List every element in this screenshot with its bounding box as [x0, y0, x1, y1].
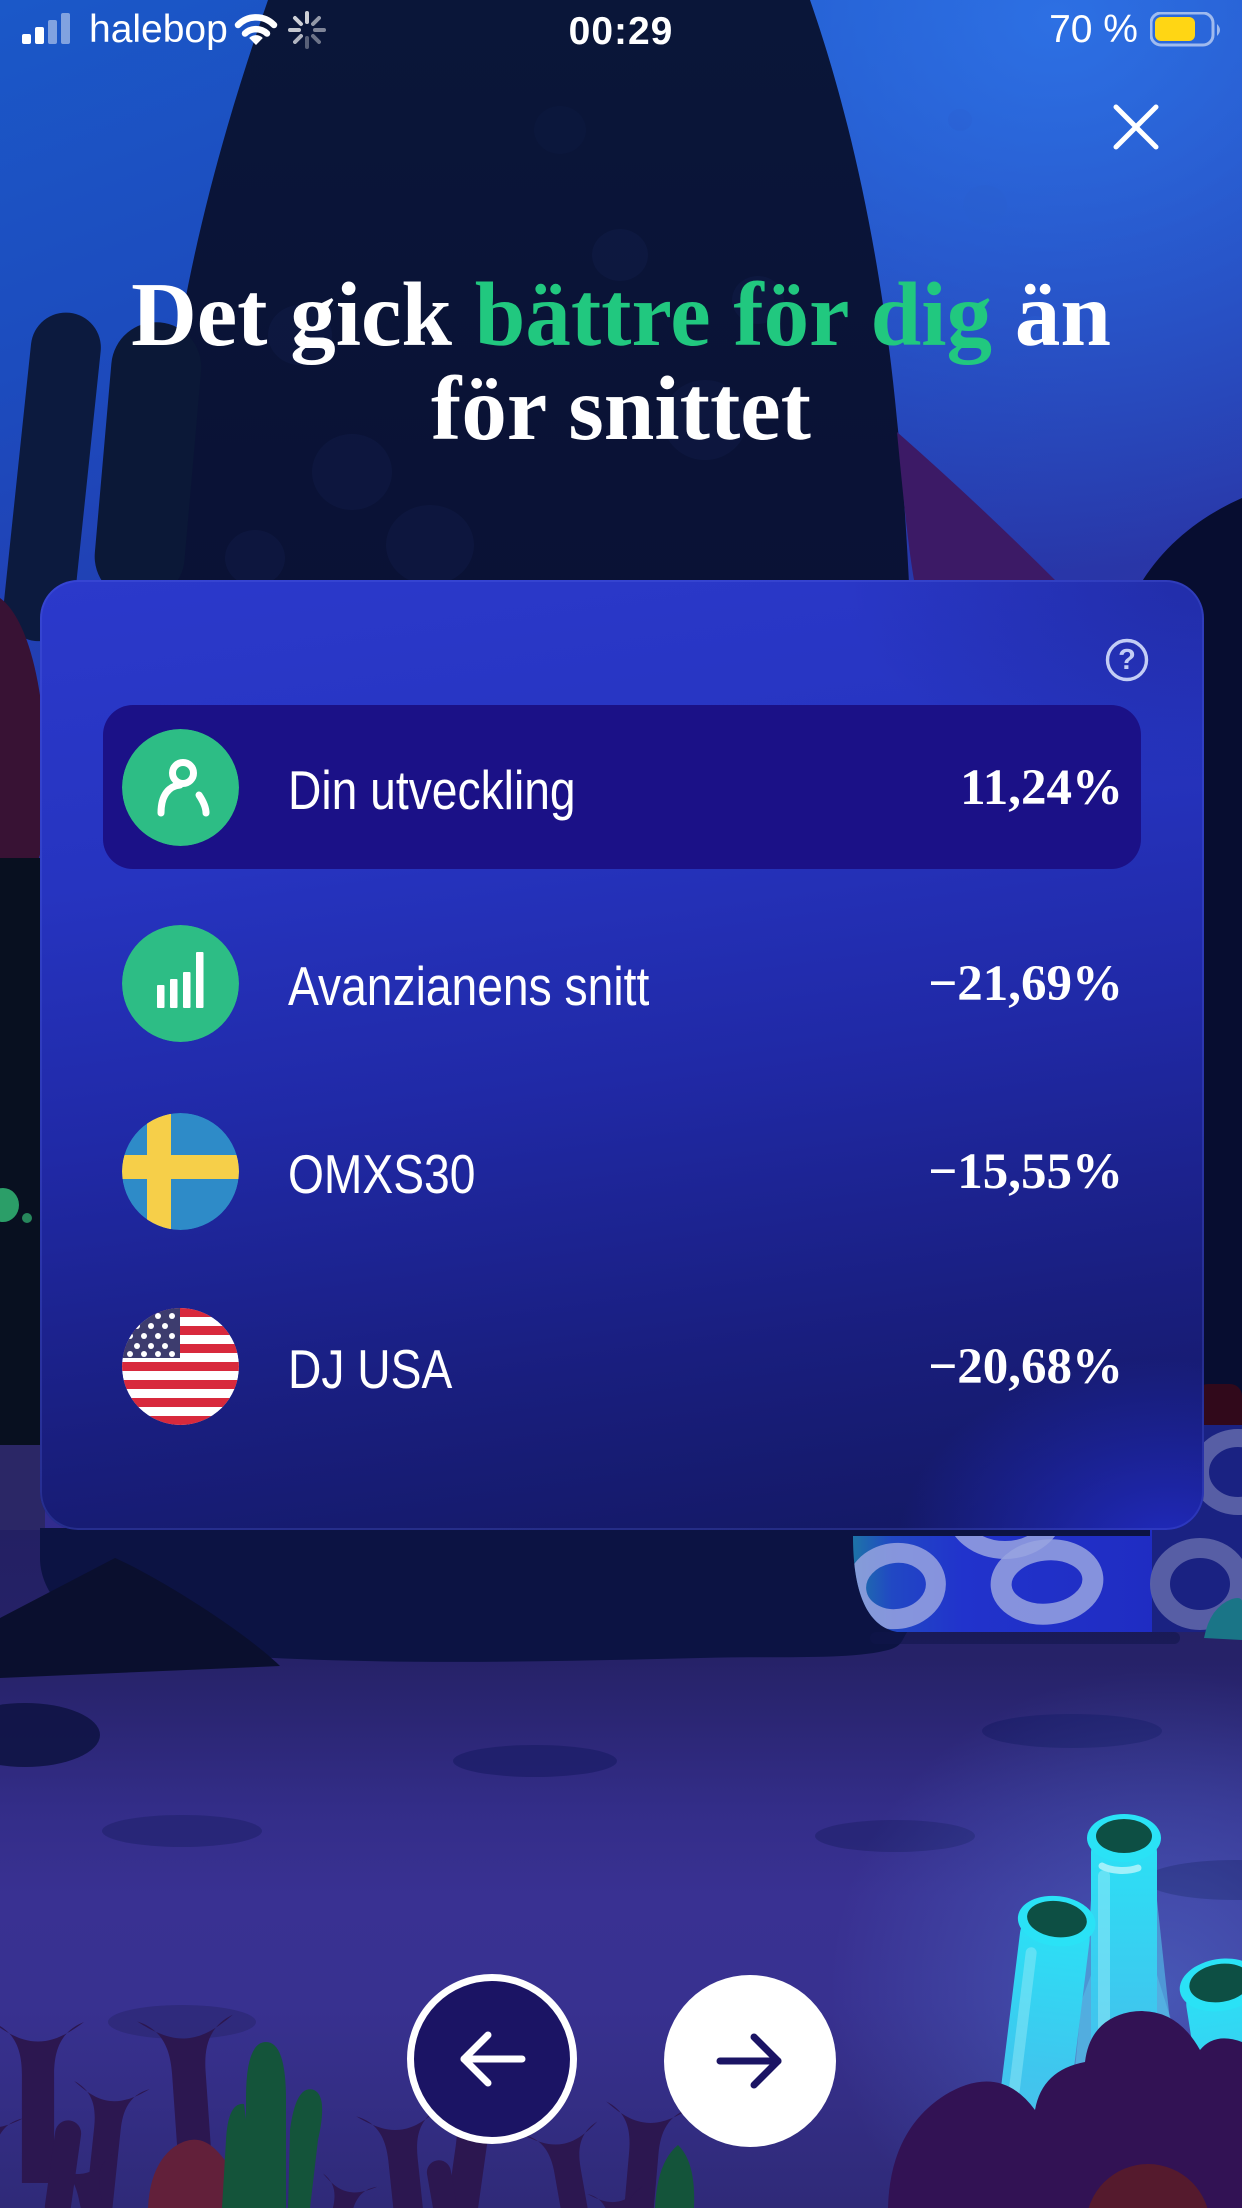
svg-text:?: ?	[1118, 644, 1136, 676]
